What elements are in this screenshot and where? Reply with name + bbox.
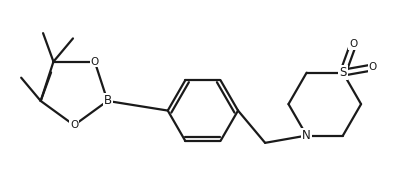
Text: N: N xyxy=(302,129,311,142)
Text: O: O xyxy=(70,120,78,130)
Text: S: S xyxy=(339,66,347,79)
Text: B: B xyxy=(104,95,112,107)
Text: O: O xyxy=(349,39,357,49)
Text: O: O xyxy=(369,62,377,72)
Text: O: O xyxy=(91,57,99,67)
